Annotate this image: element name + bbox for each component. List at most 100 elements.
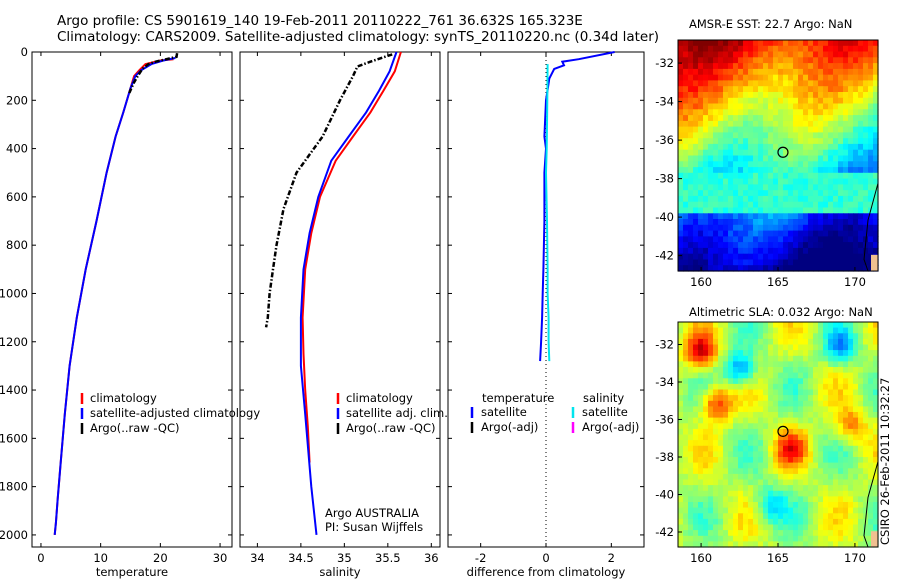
sla_map-cell <box>828 361 834 368</box>
sla_map-cell <box>868 395 874 402</box>
sla_map-cell <box>713 535 719 542</box>
sst_map-cell <box>823 74 829 82</box>
sst_map-cell <box>858 184 864 191</box>
sla_map-cell <box>738 322 744 329</box>
sst_map-cell <box>713 230 719 237</box>
sst_map-cell <box>793 63 799 70</box>
sst_map-cell <box>768 224 774 232</box>
sst_map-cell <box>828 68 834 76</box>
sst_map-cell <box>718 57 724 64</box>
sla_map-cell <box>678 400 684 407</box>
sst_map-cell <box>718 149 724 157</box>
sst_map-cell <box>708 51 714 58</box>
sst_map-cell <box>743 109 749 116</box>
sst_map-cell <box>733 115 739 122</box>
sla_map-cell <box>738 350 744 357</box>
sst_map-cell <box>758 138 764 145</box>
sla_map-cell <box>873 524 879 531</box>
sla_map-cell <box>718 372 724 379</box>
sst_map-cell <box>693 103 699 110</box>
sst_map-cell <box>768 103 774 110</box>
sla_map-cell <box>723 440 729 447</box>
sla_map-cell <box>863 440 869 447</box>
sla_map-cell <box>703 457 709 464</box>
sst_map-cell <box>863 230 869 237</box>
sst_map-cell <box>758 224 764 232</box>
sst_map-cell <box>753 103 759 110</box>
sst_map-cell <box>833 201 839 209</box>
sst_map-cell <box>743 92 749 99</box>
sst_map-cell <box>703 184 709 191</box>
sla_map-cell <box>758 322 764 329</box>
sla_map-cell <box>788 541 794 548</box>
sla_map-cell <box>778 451 784 458</box>
sla_map-cell <box>758 479 764 486</box>
sst_map-cell <box>793 120 799 128</box>
sst_map-cell <box>833 207 839 214</box>
sla_map-cell <box>703 507 709 514</box>
sla_map-cell <box>853 473 859 481</box>
sla_map-cell <box>683 457 689 464</box>
sst_map-cell <box>843 253 849 261</box>
sst_map-cell <box>863 40 869 47</box>
sla_map-cell <box>828 496 834 503</box>
sla_map-cell <box>798 367 804 374</box>
sla_map-cell <box>698 507 704 514</box>
sst_map-cell <box>828 219 834 226</box>
sst_map-cell <box>813 57 819 64</box>
sst_map-cell <box>693 40 699 47</box>
sla_map-cell <box>828 412 834 419</box>
sla_map-cell <box>863 502 869 509</box>
sst_map-cell <box>833 103 839 110</box>
sla_map-cell <box>863 530 869 537</box>
sst_map-cell <box>848 190 854 197</box>
sst_map-cell <box>763 230 769 237</box>
sst_map-cell <box>683 132 689 139</box>
sst_map-cell <box>848 172 854 180</box>
sla_map-cell <box>868 406 874 413</box>
sla_map-cell <box>788 485 794 492</box>
sst_map-cell <box>833 115 839 122</box>
sst_map-cell <box>768 242 774 249</box>
sla_map-cell <box>713 468 719 475</box>
sst_map-cell <box>778 45 784 53</box>
sst_map-cell <box>863 143 869 151</box>
sst_map-cell <box>758 68 764 76</box>
sla_map-cell <box>713 355 719 362</box>
sst_map-cell <box>813 195 819 203</box>
sla_map-cell <box>868 327 874 334</box>
sla_map-cell <box>843 406 849 413</box>
sst_map-cell <box>813 120 819 128</box>
sla_map-cell <box>813 367 819 374</box>
sst_map-cell <box>773 138 779 145</box>
sst_map-cell <box>843 230 849 237</box>
sla_map-cell <box>838 383 844 391</box>
sst_map-cell <box>738 45 744 53</box>
sst_map-cell <box>793 155 799 162</box>
sst_map-cell <box>783 213 789 220</box>
sla_map-cell <box>703 462 709 469</box>
sst_map-cell <box>773 161 779 168</box>
sla_map-cell <box>823 479 829 486</box>
sla_map-cell <box>723 518 729 526</box>
sst_map-cell <box>848 201 854 209</box>
sla_map-cell <box>868 338 874 346</box>
sla_map-cell <box>873 473 879 481</box>
sla_map-cell <box>688 400 694 407</box>
sla_map-cell <box>848 513 854 520</box>
sst_map-cell <box>813 155 819 162</box>
sla_map-cell <box>808 518 814 526</box>
sst_map-cell <box>748 86 754 93</box>
sst_map-cell <box>873 242 879 249</box>
sla_map-cell <box>718 367 724 374</box>
sla_map-cell <box>748 535 754 542</box>
sst_map-xtick-label: 170 <box>844 275 866 289</box>
sst_map-cell <box>843 74 849 82</box>
sla_map-cell <box>763 355 769 362</box>
sst_map-cell <box>703 103 709 110</box>
sst_map-cell <box>838 57 844 64</box>
sla_map-cell <box>858 333 864 340</box>
sla_map-cell <box>728 479 734 486</box>
sla_map-cell <box>828 367 834 374</box>
sla_map-cell <box>828 541 834 548</box>
